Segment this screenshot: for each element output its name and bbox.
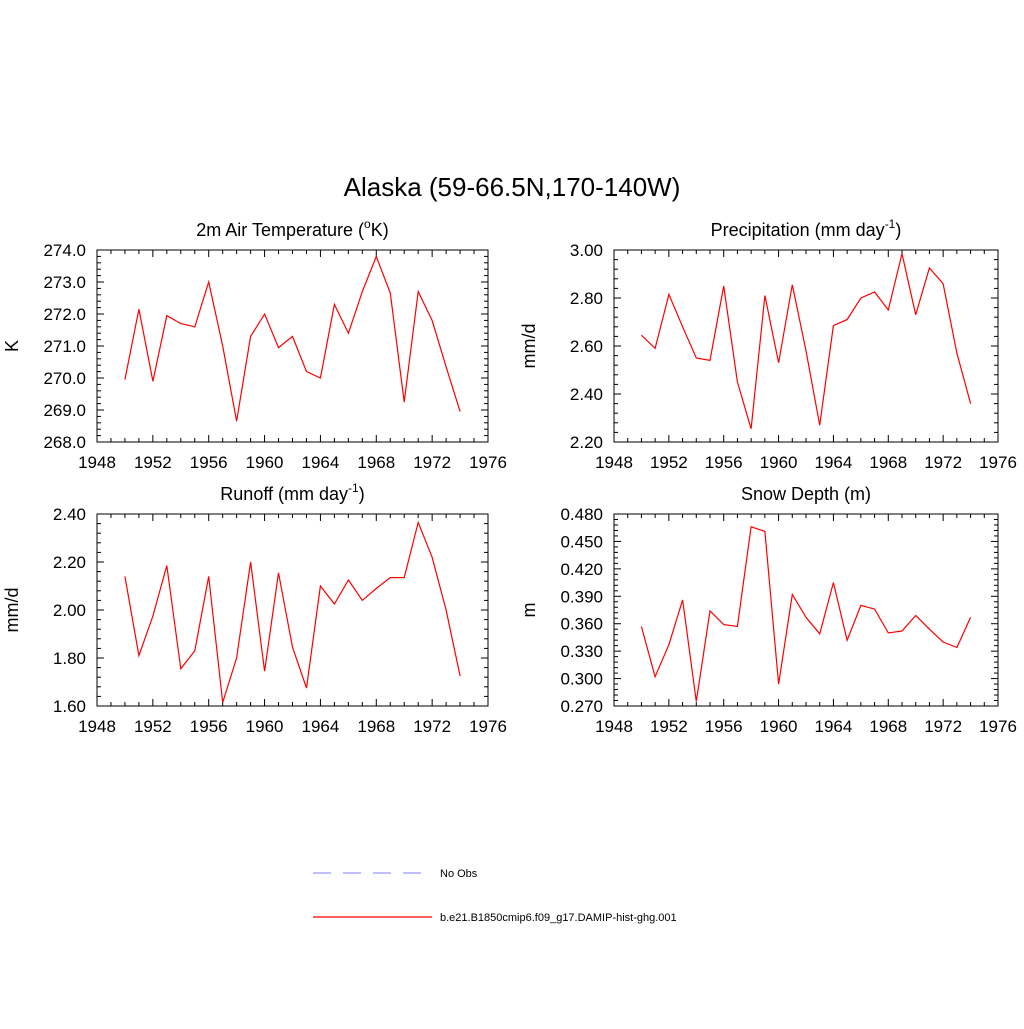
y-tick-label: 2.60 <box>570 337 603 356</box>
plot-frame <box>613 513 999 707</box>
x-tick-label: 1956 <box>190 717 228 736</box>
y-tick-label: 0.270 <box>560 697 603 716</box>
panel-title: Runoff (mm day-1) <box>220 481 364 504</box>
x-tick-label: 1972 <box>413 717 451 736</box>
plot-frame <box>96 249 489 443</box>
plot-frame <box>96 513 489 707</box>
x-tick-label: 1960 <box>246 453 284 472</box>
legend: No Obs b.e21.B1850cmip6.f09_g17.DAMIP-hi… <box>313 868 677 924</box>
x-tick-label: 1956 <box>705 453 743 472</box>
panel-title-end: K) <box>371 220 389 240</box>
chart-panel-1: 2m Air Temperature (oK) 1948 1952 1956 1960 1… <box>2 217 507 472</box>
x-tick-label: 1964 <box>302 453 340 472</box>
chart-panel-3: Runoff (mm day-1) 1948 1952 1956 1960 1964 196… <box>2 481 507 736</box>
panel-title: Precipitation (mm day-1) <box>711 217 902 240</box>
x-tick-label: 1964 <box>302 717 340 736</box>
chart-panel-2: Precipitation (mm day-1) 1948 1952 1956 1960… <box>519 217 1017 472</box>
y-tick-label: 0.450 <box>560 532 603 551</box>
y-tick-label: 3.00 <box>570 241 603 260</box>
y-tick-label: 274.0 <box>43 241 86 260</box>
x-tick-label: 1960 <box>246 717 284 736</box>
y-tick-label: 2.80 <box>570 289 603 308</box>
x-tick-label: 1956 <box>190 453 228 472</box>
x-tick-label: 1976 <box>979 453 1017 472</box>
x-tick-label: 1968 <box>357 453 395 472</box>
x-tick-label: 1952 <box>134 453 172 472</box>
y-tick-label: 268.0 <box>43 433 86 452</box>
x-tick-label: 1956 <box>705 717 743 736</box>
y-tick-label: 0.390 <box>560 587 603 606</box>
x-tick-label: 1952 <box>650 453 688 472</box>
x-tick-label: 1948 <box>78 453 116 472</box>
y-tick-label: 273.0 <box>43 273 86 292</box>
x-tick-label: 1964 <box>815 717 853 736</box>
x-tick-label: 1952 <box>134 717 172 736</box>
y-tick-label: 2.20 <box>570 433 603 452</box>
x-tick-label: 1972 <box>924 717 962 736</box>
x-tick-label: 1976 <box>979 717 1017 736</box>
y-tick-label: 0.330 <box>560 642 603 661</box>
y-tick-label: 272.0 <box>43 305 86 324</box>
x-tick-label: 1972 <box>924 453 962 472</box>
series-line <box>124 520 461 703</box>
x-tick-label: 1968 <box>357 717 395 736</box>
y-tick-label: 0.360 <box>560 615 603 634</box>
legend-label-no-obs: No Obs <box>440 868 478 880</box>
y-tick-label: 2.20 <box>53 553 86 572</box>
y-tick-label: 269.0 <box>43 401 86 420</box>
x-tick-label: 1948 <box>78 717 116 736</box>
panel-title-main: 2m Air Temperature ( <box>196 220 364 240</box>
x-tick-label: 1960 <box>760 717 798 736</box>
y-axis-label: K <box>2 340 22 352</box>
x-tick-label: 1972 <box>413 453 451 472</box>
y-tick-label: 0.300 <box>560 670 603 689</box>
x-tick-label: 1968 <box>869 453 907 472</box>
panel-title-main: Precipitation (mm day <box>711 220 885 240</box>
panel-title-main: Runoff (mm day <box>220 484 348 504</box>
y-tick-label: 2.40 <box>570 385 603 404</box>
panel-title: Snow Depth (m) <box>741 484 871 504</box>
x-tick-label: 1976 <box>469 717 507 736</box>
x-tick-label: 1976 <box>469 453 507 472</box>
y-axis-label: mm/d <box>2 588 22 633</box>
y-tick-label: 270.0 <box>43 369 86 388</box>
y-tick-label: 2.00 <box>53 601 86 620</box>
y-tick-label: 1.60 <box>53 697 86 716</box>
x-tick-label: 1968 <box>869 717 907 736</box>
y-axis-label: mm/d <box>519 324 539 369</box>
y-tick-label: 0.420 <box>560 560 603 579</box>
chart-panel-4: Snow Depth (m) 1948 1952 1956 1960 1964 1968 19… <box>519 484 1017 736</box>
y-tick-label: 271.0 <box>43 337 86 356</box>
y-tick-label: 2.40 <box>53 505 86 524</box>
panel-title-main: Snow Depth (m) <box>741 484 871 504</box>
x-tick-label: 1948 <box>595 453 633 472</box>
plot-frame <box>613 249 999 443</box>
figure-title: Alaska (59-66.5N,170-140W) <box>344 172 681 202</box>
x-tick-label: 1964 <box>815 453 853 472</box>
series-line <box>124 254 461 422</box>
panel-title-superscript: -1 <box>885 217 896 231</box>
series-line <box>640 526 972 702</box>
legend-label-model: b.e21.B1850cmip6.f09_g17.DAMIP-hist-ghg.… <box>440 912 677 924</box>
panel-title-end: ) <box>895 220 901 240</box>
panel-title-end: ) <box>359 484 365 504</box>
y-tick-label: 0.480 <box>560 505 603 524</box>
panel-title-superscript: o <box>364 217 371 231</box>
panel-title: 2m Air Temperature (oK) <box>196 217 388 240</box>
series-line <box>640 253 972 429</box>
x-tick-label: 1960 <box>760 453 798 472</box>
panel-title-superscript: -1 <box>348 481 359 495</box>
y-tick-label: 1.80 <box>53 649 86 668</box>
x-tick-label: 1952 <box>650 717 688 736</box>
y-axis-label: m <box>519 603 539 618</box>
x-tick-label: 1948 <box>595 717 633 736</box>
